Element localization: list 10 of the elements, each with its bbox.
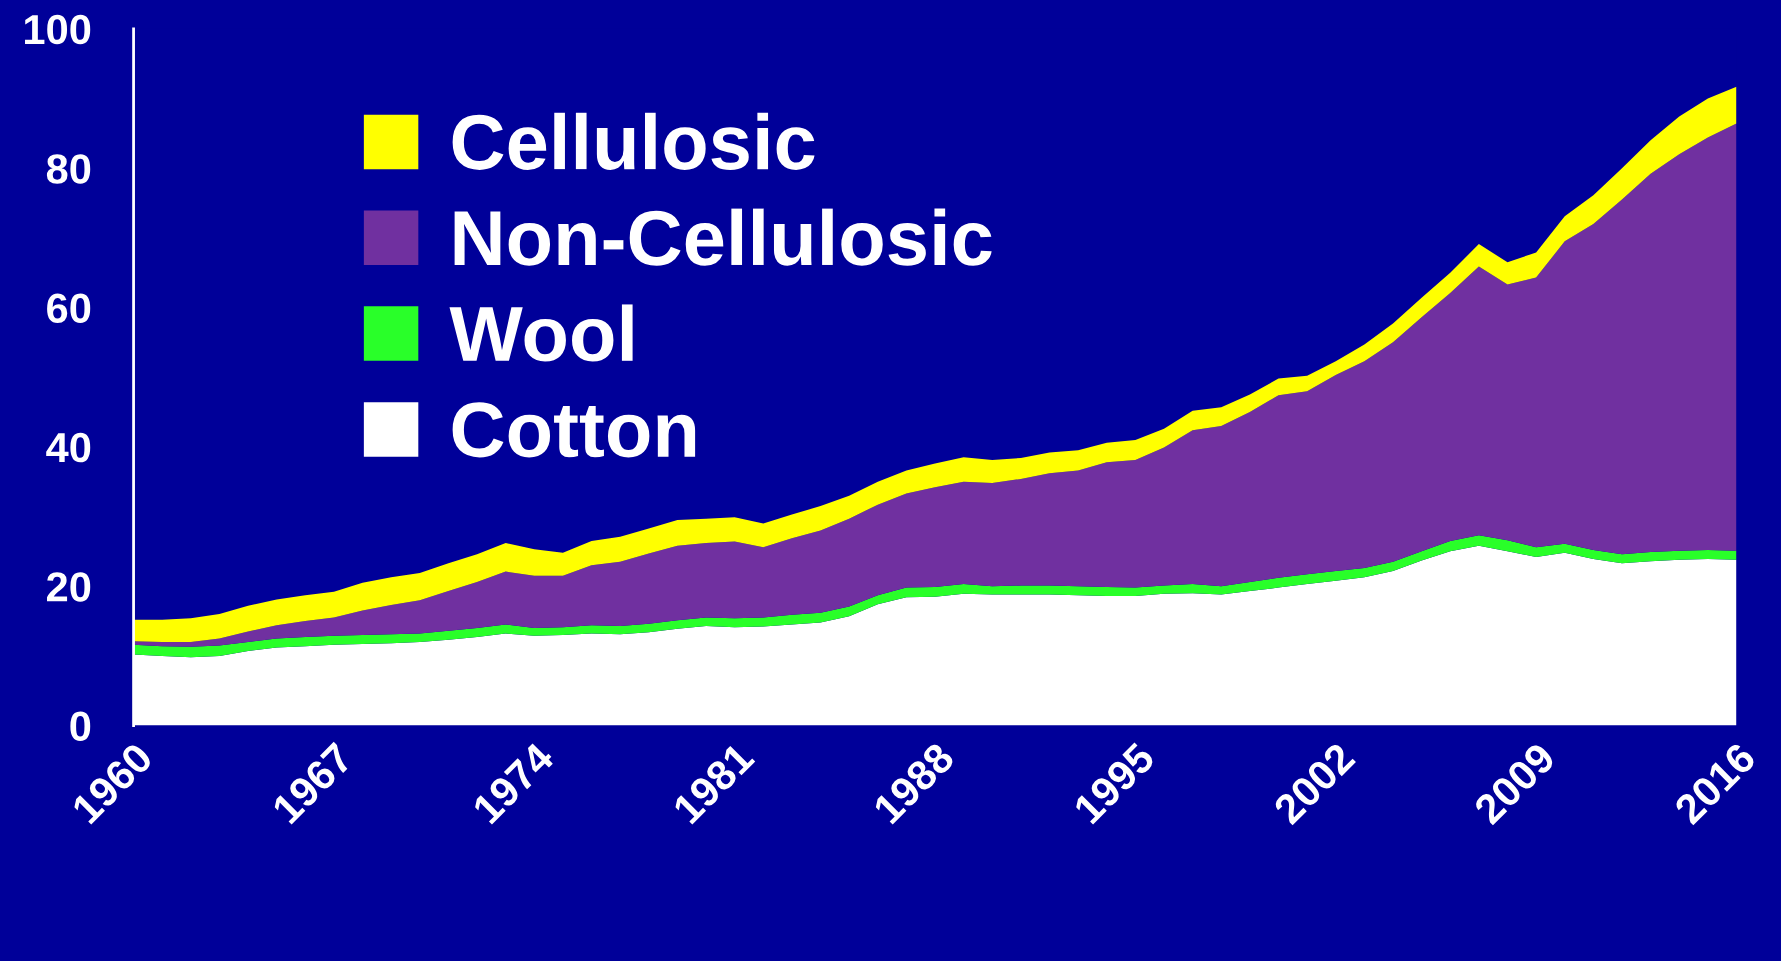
y-tick-label: 0 <box>70 711 91 742</box>
legend-label: Non-Cellulosic <box>454 208 992 266</box>
y-tick-label: 20 <box>47 572 91 602</box>
y-tick-label: 40 <box>46 432 91 463</box>
y-tick-label: 80 <box>46 154 91 184</box>
y-tick-label: 100 <box>25 14 91 45</box>
y-tick-label: 60 <box>47 293 91 324</box>
legend-label: Wool <box>449 304 633 362</box>
legend-label: Cellulosic <box>452 112 815 170</box>
legend-label: Cotton <box>452 402 696 458</box>
